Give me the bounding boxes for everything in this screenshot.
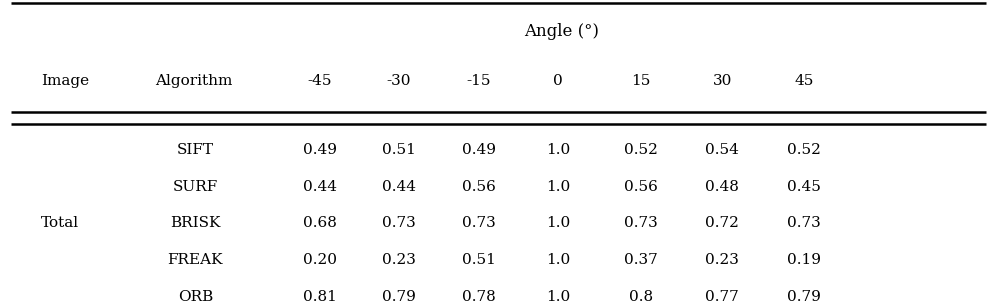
Text: BRISK: BRISK (170, 216, 220, 230)
Text: 0.23: 0.23 (382, 253, 416, 267)
Text: 0.48: 0.48 (705, 180, 739, 194)
Text: 0.23: 0.23 (705, 253, 739, 267)
Text: 0.20: 0.20 (302, 253, 337, 267)
Text: 0.79: 0.79 (382, 290, 416, 303)
Text: -15: -15 (467, 74, 491, 88)
Text: ORB: ORB (177, 290, 213, 303)
Text: 0.44: 0.44 (302, 180, 337, 194)
Text: 1.0: 1.0 (546, 180, 570, 194)
Text: 45: 45 (794, 74, 814, 88)
Text: 1.0: 1.0 (546, 143, 570, 157)
Text: 0.45: 0.45 (787, 180, 821, 194)
Text: 0.81: 0.81 (303, 290, 336, 303)
Text: 0.78: 0.78 (462, 290, 496, 303)
Text: 0.52: 0.52 (624, 143, 658, 157)
Text: 0.49: 0.49 (302, 143, 337, 157)
Text: Angle (°): Angle (°) (524, 23, 599, 40)
Text: 0.73: 0.73 (462, 216, 496, 230)
Text: 0.73: 0.73 (624, 216, 658, 230)
Text: 0.51: 0.51 (382, 143, 416, 157)
Text: 0.52: 0.52 (787, 143, 821, 157)
Text: 15: 15 (631, 74, 650, 88)
Text: 0.79: 0.79 (787, 290, 821, 303)
Text: 0.49: 0.49 (462, 143, 496, 157)
Text: -30: -30 (387, 74, 412, 88)
Text: 0.44: 0.44 (382, 180, 416, 194)
Text: 0.54: 0.54 (705, 143, 739, 157)
Text: 0.56: 0.56 (624, 180, 658, 194)
Text: SURF: SURF (172, 180, 218, 194)
Text: 1.0: 1.0 (546, 216, 570, 230)
Text: 30: 30 (713, 74, 732, 88)
Text: 0.77: 0.77 (705, 290, 739, 303)
Text: Total: Total (41, 216, 80, 230)
Text: 0.68: 0.68 (303, 216, 336, 230)
Text: 1.0: 1.0 (546, 290, 570, 303)
Text: 0.37: 0.37 (624, 253, 658, 267)
Text: 1.0: 1.0 (546, 253, 570, 267)
Text: 0.73: 0.73 (787, 216, 821, 230)
Text: 0.72: 0.72 (705, 216, 739, 230)
Text: Algorithm: Algorithm (156, 74, 233, 88)
Text: 0.56: 0.56 (462, 180, 496, 194)
Text: Image: Image (41, 74, 90, 88)
Text: 0.8: 0.8 (629, 290, 653, 303)
Text: 0.51: 0.51 (462, 253, 496, 267)
Text: 0.19: 0.19 (787, 253, 821, 267)
Text: SIFT: SIFT (176, 143, 213, 157)
Text: -45: -45 (307, 74, 332, 88)
Text: 0.73: 0.73 (382, 216, 416, 230)
Text: 0: 0 (553, 74, 563, 88)
Text: FREAK: FREAK (167, 253, 223, 267)
